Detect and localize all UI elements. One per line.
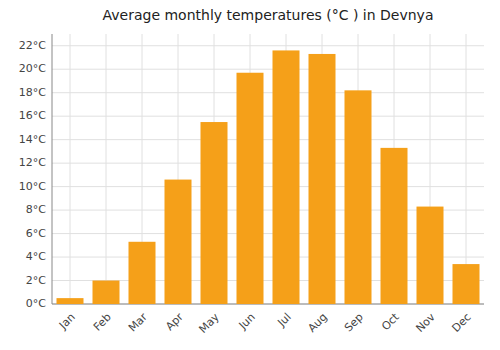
x-tick-label: May bbox=[196, 310, 222, 336]
x-tick-label: Dec bbox=[450, 311, 474, 335]
y-grid-line bbox=[52, 186, 484, 187]
y-tick-label: 20°C bbox=[19, 62, 46, 75]
bar bbox=[417, 207, 444, 304]
y-grid-line bbox=[52, 45, 484, 46]
x-tick-label: Mar bbox=[126, 310, 150, 334]
x-grid-line bbox=[466, 34, 467, 304]
y-grid-line bbox=[52, 163, 484, 164]
x-grid-line bbox=[106, 34, 107, 304]
x-tick-label: Feb bbox=[91, 311, 114, 334]
bar bbox=[381, 148, 408, 304]
background bbox=[0, 0, 500, 350]
y-grid-line bbox=[52, 69, 484, 70]
bar bbox=[309, 54, 336, 304]
y-tick-label: 6°C bbox=[26, 227, 46, 240]
x-tick-label: Nov bbox=[413, 310, 438, 335]
x-tick-label: Oct bbox=[379, 310, 402, 333]
y-tick-label: 22°C bbox=[19, 39, 46, 52]
y-grid-line bbox=[52, 92, 484, 93]
y-tick-label: 2°C bbox=[26, 274, 46, 287]
bar bbox=[57, 298, 84, 304]
grid bbox=[52, 34, 484, 304]
bar bbox=[273, 50, 300, 304]
y-tick-label: 10°C bbox=[19, 180, 46, 193]
y-tick-label: 16°C bbox=[19, 109, 46, 122]
x-tick-label: Aug bbox=[305, 311, 329, 335]
x-tick-label: Jun bbox=[236, 311, 258, 333]
bar bbox=[165, 180, 192, 304]
bar bbox=[93, 281, 120, 304]
chart: 0°C 2°C 4°C 6°C 8°C 10°C 12°C 14°C 16°C 18°C 20°C 2… bbox=[0, 0, 500, 350]
bar bbox=[453, 264, 480, 304]
x-grid-line bbox=[70, 34, 71, 304]
bar bbox=[129, 242, 156, 304]
bars bbox=[57, 50, 480, 304]
x-tick-label: Sep bbox=[342, 311, 366, 335]
y-tick-label: 4°C bbox=[26, 250, 46, 263]
bar bbox=[345, 90, 372, 304]
y-grid-line bbox=[52, 139, 484, 140]
y-tick-label: 8°C bbox=[26, 203, 46, 216]
x-tick-label: Jan bbox=[56, 311, 78, 333]
title: Average monthly temperatures (°C ) in De… bbox=[103, 7, 434, 23]
bar bbox=[237, 73, 264, 304]
y-grid-line bbox=[52, 116, 484, 117]
x-tick-label: Jul bbox=[274, 311, 293, 330]
y-tick-label: 14°C bbox=[19, 133, 46, 146]
axes: 0°C 2°C 4°C 6°C 8°C 10°C 12°C 14°C 16°C 18°C 20°C 2… bbox=[19, 34, 484, 336]
y-tick-label: 12°C bbox=[19, 156, 46, 169]
x-tick-label: Apr bbox=[163, 310, 186, 333]
y-tick-label: 18°C bbox=[19, 86, 46, 99]
y-tick-label: 0°C bbox=[26, 297, 46, 310]
y-axis-line bbox=[52, 34, 53, 304]
bar bbox=[201, 122, 228, 304]
